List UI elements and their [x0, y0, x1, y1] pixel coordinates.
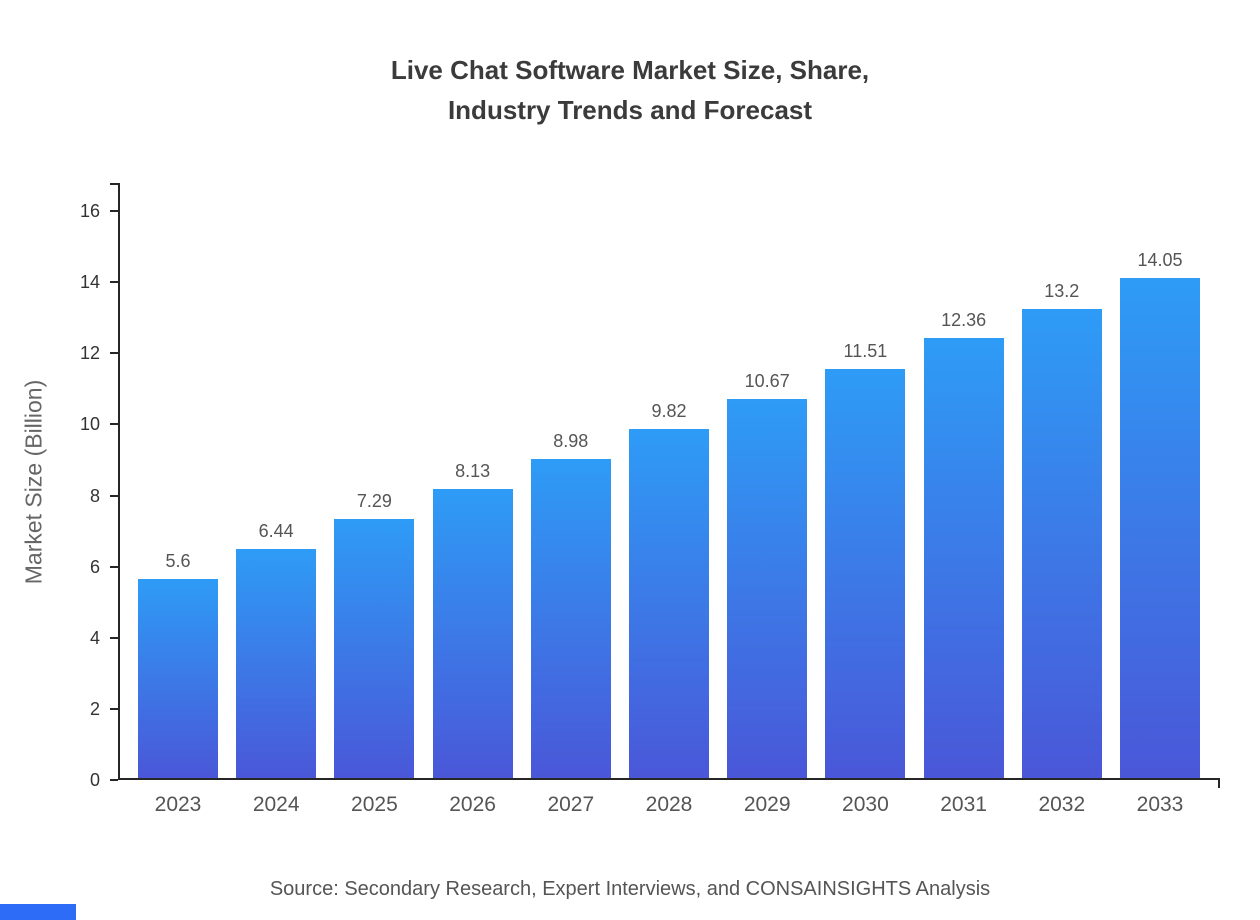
bar-2030 — [825, 368, 906, 778]
y-tick-label: 0 — [89, 770, 100, 790]
y-tick-label: 2 — [89, 698, 100, 719]
y-tick-label: 8 — [89, 485, 100, 506]
bar-2027 — [530, 458, 611, 778]
y-tick-label: 10 — [79, 414, 100, 435]
bar-chart-plot-area: 0 2 4 6 8 10 12 14 16 5.6 2023 6.44 2024 7.29 2025 8.1… — [80, 183, 1220, 816]
bar-2026 — [432, 488, 513, 778]
x-tick-label: 2033 — [1136, 793, 1184, 816]
y-tick-mark — [110, 494, 118, 497]
chart-title-line2: Industry Trends and Forecast — [447, 95, 813, 125]
y-axis-end-tick — [110, 183, 118, 185]
bar-2024 — [236, 548, 317, 778]
y-tick-label: 16 — [79, 201, 100, 221]
y-tick-mark — [110, 707, 118, 710]
bar-2029 — [727, 398, 808, 778]
x-axis-end-tick — [1218, 780, 1220, 788]
y-tick-label: 14 — [79, 272, 100, 293]
x-tick-label: 2026 — [449, 793, 496, 816]
bar-value-label: 6.44 — [258, 520, 294, 541]
x-tick-label: 2032 — [1038, 793, 1086, 816]
y-axis-line — [118, 183, 120, 780]
bar-value-label: 8.98 — [553, 430, 589, 451]
y-tick-mark — [110, 423, 118, 426]
y-tick-mark — [110, 210, 118, 212]
bar-value-label: 9.82 — [651, 400, 687, 421]
bar-value-label: 12.36 — [941, 310, 987, 331]
y-tick-label: 4 — [89, 627, 100, 648]
y-tick-label: 6 — [89, 556, 100, 577]
x-tick-label: 2023 — [154, 793, 202, 816]
y-tick-mark — [110, 281, 118, 284]
bar-2032 — [1021, 308, 1102, 778]
bar-2028 — [629, 428, 709, 778]
x-tick-label: 2027 — [547, 793, 595, 816]
bar-value-label: 10.67 — [744, 370, 790, 391]
x-tick-label: 2029 — [743, 793, 791, 816]
y-axis-label: Market Size (Billion) — [20, 379, 47, 585]
bar-2031 — [923, 338, 1004, 778]
y-tick-mark — [110, 565, 118, 568]
bar-value-label: 11.51 — [843, 340, 888, 361]
bar-value-label: 14.05 — [1137, 250, 1183, 271]
x-tick-label: 2028 — [645, 793, 693, 816]
bar-2025 — [334, 518, 415, 778]
bar-value-label: 7.29 — [356, 490, 392, 511]
x-tick-label: 2025 — [351, 793, 398, 816]
y-tick-mark — [110, 352, 118, 355]
y-tick-mark — [110, 779, 118, 781]
bar-value-label: 5.6 — [165, 550, 191, 571]
chart-title-line1: Live Chat Software Market Size, Share, — [390, 55, 870, 85]
source-caption: Source: Secondary Research, Expert Inter… — [269, 878, 991, 900]
brand-logo-corner — [0, 904, 76, 920]
bar-value-label: 8.13 — [455, 460, 491, 481]
x-tick-label: 2031 — [940, 793, 987, 816]
bar-2023 — [138, 578, 218, 778]
bar-value-label: 13.2 — [1044, 280, 1080, 301]
y-tick-label: 12 — [79, 343, 100, 364]
y-tick-mark — [110, 636, 118, 639]
x-tick-label: 2030 — [842, 793, 889, 816]
x-axis-line — [118, 778, 1220, 780]
x-tick-label: 2024 — [252, 793, 300, 816]
bar-2033 — [1120, 278, 1200, 778]
chart-title: Live Chat Software Market Size, Share, I… — [0, 50, 1260, 130]
